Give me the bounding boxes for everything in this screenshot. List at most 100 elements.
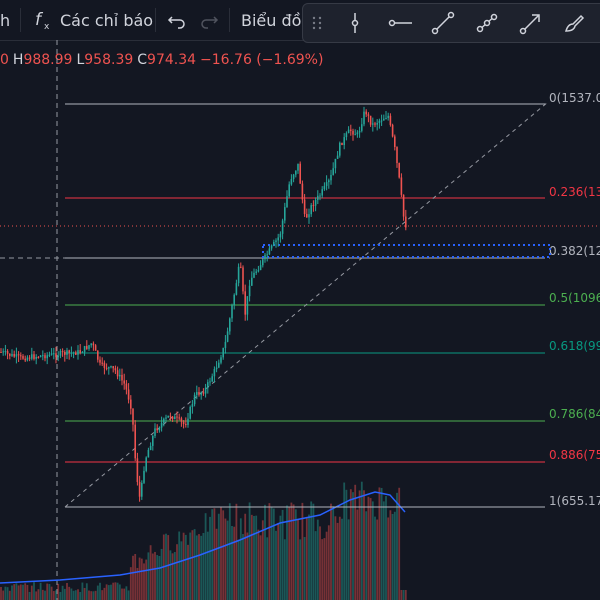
ohlc-legend: 0 H988.99 L958.39 C974.34 −16.76 (−1.69%) (0, 52, 327, 74)
volume-bar (360, 481, 363, 600)
volume-bar (356, 509, 359, 600)
candle-body (319, 195, 321, 197)
candle-body (31, 354, 33, 359)
arrow-tool[interactable] (509, 4, 553, 42)
volume-bar (198, 534, 200, 600)
candle-body (284, 207, 286, 221)
volume-bar (0, 586, 2, 600)
candle-body (352, 130, 354, 135)
candle-body (328, 180, 330, 183)
volume-bar (79, 591, 82, 600)
candle-body (255, 271, 257, 273)
volume-bar (244, 513, 247, 600)
undo-button[interactable] (166, 0, 188, 40)
candle-body (270, 245, 273, 249)
volume-bar (77, 589, 79, 600)
candle-body (365, 111, 367, 115)
toolbar-item-cut[interactable]: h (0, 0, 10, 40)
candle-body (356, 132, 359, 135)
volume-bar (143, 563, 145, 600)
support-zone-box[interactable] (262, 244, 551, 258)
candle-body (306, 213, 308, 218)
candle-body (237, 266, 240, 284)
candle-body (165, 417, 167, 419)
volume-bar (286, 505, 288, 600)
candle-body (88, 345, 90, 349)
volume-bar (266, 537, 269, 600)
candle-body (303, 199, 306, 214)
candle-body (57, 355, 59, 358)
candle-body (301, 183, 304, 200)
volume-bar (380, 487, 383, 600)
volume-bar (127, 590, 130, 600)
undo-icon (167, 16, 185, 29)
candle-body (64, 352, 66, 355)
volume-bar (44, 590, 46, 600)
volume-bar (323, 538, 326, 600)
volume-bar (187, 544, 189, 600)
candle-body (354, 134, 356, 136)
redo-button[interactable] (198, 0, 220, 40)
candle-body (123, 380, 125, 384)
volume-bar (382, 501, 385, 600)
candle-body (229, 318, 231, 332)
candle-body (363, 111, 365, 125)
volume-bar (15, 583, 18, 600)
candle-body (26, 357, 29, 361)
chart-button[interactable]: Biểu đồ (241, 0, 301, 40)
volume-bar (261, 520, 264, 600)
candle-body (90, 343, 92, 346)
volume-bar (283, 539, 286, 600)
candle-body (17, 354, 20, 356)
candle-body (99, 359, 101, 363)
drag-handle[interactable] (303, 4, 331, 42)
candle-body (266, 254, 268, 256)
volume-bar (341, 518, 343, 600)
candle-body (343, 137, 345, 145)
candle-body (171, 416, 174, 420)
candle-body (336, 155, 339, 159)
cursor-line-tool[interactable] (333, 4, 377, 42)
volume-bar (255, 515, 258, 600)
candle-body (86, 346, 88, 349)
candle-body (9, 353, 11, 356)
volume-bar (189, 532, 192, 600)
volume-bar (237, 539, 240, 600)
candle-body (97, 350, 99, 360)
candle-body (147, 449, 150, 458)
price-chart[interactable]: 0(1537.0 0.236(13 0.382(12 0.5(1096 0.61… (0, 40, 600, 600)
volume-bar (385, 496, 387, 600)
candle-body (288, 184, 290, 197)
candle-body (268, 248, 271, 255)
toolbar-cut-label: h (0, 10, 11, 30)
candle-body (193, 394, 196, 405)
horizontal-line-tool[interactable] (378, 4, 422, 42)
candle-body (215, 367, 218, 370)
volume-bar (378, 487, 381, 600)
candle-body (398, 163, 400, 178)
candle-body (242, 267, 244, 292)
candle-body (116, 370, 119, 377)
candle-body (103, 362, 106, 368)
arrow-icon (519, 14, 540, 35)
volume-bar (149, 545, 152, 600)
candle-body (127, 389, 130, 400)
candle-body (334, 158, 337, 169)
close-label: C (137, 52, 148, 68)
volume-bar (325, 531, 328, 600)
brush-tool[interactable] (553, 4, 597, 42)
parallel-line-tool[interactable] (465, 4, 509, 42)
volume-bar (121, 588, 123, 600)
volume-bar (202, 532, 205, 600)
volume-bar (228, 503, 231, 600)
indicators-button[interactable]: f x Các chỉ báo (33, 0, 153, 40)
volume-bar (138, 557, 141, 600)
volume-bar (158, 555, 161, 600)
volume-bar (105, 584, 108, 600)
fibonacci-retracement[interactable]: 0(1537.0 0.236(13 0.382(12 0.5(1096 0.61… (64, 91, 600, 508)
volume-bar (294, 509, 297, 600)
candle-body (176, 416, 178, 418)
trend-line-tool[interactable] (421, 4, 465, 42)
volume-bar (314, 531, 317, 600)
candle-body (202, 392, 205, 394)
